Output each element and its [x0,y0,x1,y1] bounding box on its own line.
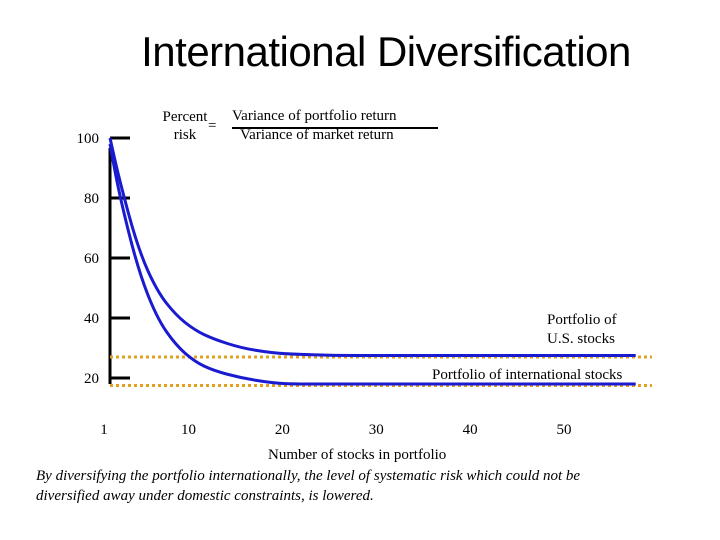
formula-fraction-bar [232,127,438,129]
y-tick-label-60: 60 [84,251,99,267]
y-tick-label-40: 40 [84,311,99,327]
international-stocks-line [108,143,636,386]
formula-lhs-line1: Percent [162,109,208,125]
formula-equals: = [208,118,217,134]
y-tick-label-100: 100 [77,131,100,147]
x-tick-label-50: 50 [557,422,572,438]
x-tick-label-20: 20 [275,422,290,438]
formula-lhs: Percent risk [150,108,220,144]
x-tick-label-1: 1 [100,422,108,438]
x-tick-label-30: 30 [369,422,384,438]
y-tick-label-80: 80 [84,191,99,207]
us-series-label-line1: Portfolio of [547,312,617,328]
risk-formula: Percent risk = Variance of portfolio ret… [140,108,450,148]
formula-lhs-line2: risk [173,127,197,143]
x-tick-label-10: 10 [181,422,196,438]
formula-denominator: Variance of market return [240,127,394,143]
y-tick-label-20: 20 [84,371,99,387]
us-series-label: Portfolio of U.S. stocks [547,311,617,349]
intl-series-label: Portfolio of international stocks [432,367,623,383]
x-tick-label-40: 40 [463,422,478,438]
x-axis-label: Number of stocks in portfolio [268,447,447,463]
chart-title: International Diversification [141,28,631,75]
us-series-label-line2: U.S. stocks [547,331,615,347]
formula-numerator: Variance of portfolio return [232,108,397,124]
chart-caption: By diversifying the portfolio internatio… [36,468,581,504]
us-stocks-line [108,137,636,358]
